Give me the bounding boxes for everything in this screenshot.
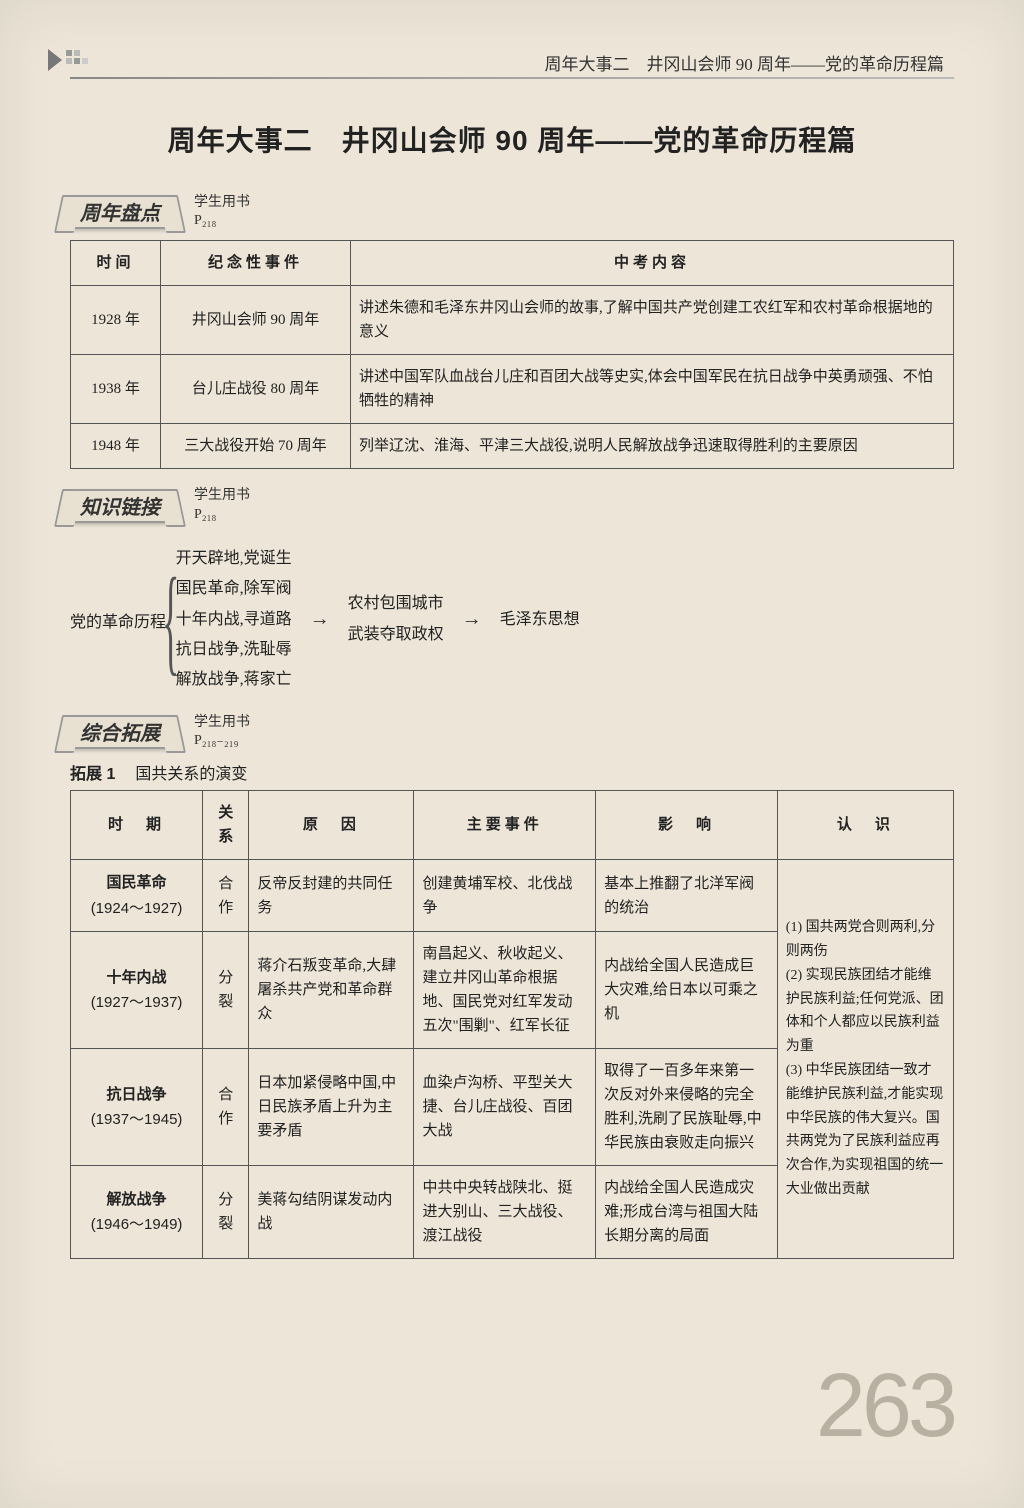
th-recog: 认 识 xyxy=(777,791,953,860)
cell: 取得了一百多年来第一次反对外来侵略的完全胜利,洗刷了民族耻辱,中华民族由衰败走向… xyxy=(596,1049,778,1166)
period-range: (1946～1949) xyxy=(91,1216,183,1233)
cell: 内战给全国人民造成灾难;形成台湾与祖国大陆长期分离的局面 xyxy=(596,1166,778,1259)
th-reason: 原 因 xyxy=(249,791,414,860)
cell: 蒋介石叛变革命,大肆屠杀共产党和革命群众 xyxy=(249,932,414,1049)
book-ref-1: 学生用书 P₂₁₈ xyxy=(194,194,250,230)
flow-mid-item: 武装夺取政权 xyxy=(348,620,444,650)
cell: 血染卢沟桥、平型关大捷、台儿庄战役、百团大战 xyxy=(414,1049,596,1166)
main-title: 周年大事二 井冈山会师 90 周年——党的革命历程篇 xyxy=(70,119,954,159)
header-rule xyxy=(70,77,954,79)
cell: 中共中央转战陕北、挺进大别山、三大战役、渡江战役 xyxy=(414,1166,596,1259)
section-head-3: 综合拓展 学生用书 P₂₁₈₋₂₁₉ xyxy=(70,714,954,750)
flow-item: 解放战争,蒋家亡 xyxy=(176,665,292,695)
cell: 井冈山会师 90 周年 xyxy=(161,286,351,355)
cell: 分裂 xyxy=(203,1166,249,1259)
flow-item: 十年内战,寻道路 xyxy=(176,605,292,635)
arrow-icon: → xyxy=(462,608,482,631)
cell: 南昌起义、秋收起义、建立井冈山革命根据地、国民党对红军发动五次"围剿"、红军长征 xyxy=(414,932,596,1049)
th-event: 主要事件 xyxy=(414,791,596,860)
cell: 列举辽沈、淮海、平津三大战役,说明人民解放战争迅速取得胜利的主要原因 xyxy=(351,424,954,469)
subhead-title: 国共关系的演变 xyxy=(135,766,247,783)
cell: 日本加紧侵略中国,中日民族矛盾上升为主要矛盾 xyxy=(249,1049,414,1166)
cell: 1928 年 xyxy=(71,286,161,355)
flow-mid-item: 农村包围城市 xyxy=(348,589,444,619)
cell-period: 解放战争 (1946～1949) xyxy=(71,1166,203,1259)
flow-item: 开天辟地,党诞生 xyxy=(176,544,292,574)
section-label-1: 周年盘点 xyxy=(80,203,160,225)
flow-list: 开天辟地,党诞生 国民革命,除军阀 十年内战,寻道路 抗日战争,洗耻辱 解放战争… xyxy=(176,544,292,696)
th-period: 时 期 xyxy=(71,791,203,860)
cell: 讲述朱德和毛泽东井冈山会师的故事,了解中国共产党创建工农红军和农村革命根据地的意… xyxy=(351,286,954,355)
arrow-icon: → xyxy=(310,608,330,631)
table-row: 国民革命 (1924～1927) 合作 反帝反封建的共同任务 创建黄埔军校、北伐… xyxy=(71,860,954,932)
cell-period: 国民革命 (1924～1927) xyxy=(71,860,203,932)
subheading-1: 拓展 1 国共关系的演变 xyxy=(70,760,954,784)
cell: 合作 xyxy=(203,860,249,932)
table-header-row: 时 期 关系 原 因 主要事件 影 响 认 识 xyxy=(71,791,954,860)
cell: 美蒋勾结阴谋发动内战 xyxy=(249,1166,414,1259)
period-name: 十年内战 xyxy=(107,969,167,986)
page: 周年大事二 井冈山会师 90 周年——党的革命历程篇 周年大事二 井冈山会师 9… xyxy=(0,0,1024,1508)
header-decoration xyxy=(48,45,98,75)
cell: 基本上推翻了北洋军阀的统治 xyxy=(596,860,778,932)
book-ref-2: 学生用书 P₂₁₈ xyxy=(194,487,250,523)
cell: 台儿庄战役 80 周年 xyxy=(161,355,351,424)
cell-period: 十年内战 (1927～1937) xyxy=(71,932,203,1049)
cell: 1938 年 xyxy=(71,355,161,424)
period-range: (1927～1937) xyxy=(91,994,183,1011)
cell: 合作 xyxy=(203,1049,249,1166)
cell: 反帝反封建的共同任务 xyxy=(249,860,414,932)
section-badge-2: 知识链接 xyxy=(70,489,170,523)
section-badge-3: 综合拓展 xyxy=(70,715,170,749)
section-head-2: 知识链接 学生用书 P₂₁₈ xyxy=(70,487,954,523)
period-range: (1937～1945) xyxy=(91,1111,183,1128)
cell: 内战给全国人民造成巨大灾难,给日本以可乘之机 xyxy=(596,932,778,1049)
cell-recognition: (1) 国共两党合则两利,分则两伤 (2) 实现民族团结才能维护民族利益;任何党… xyxy=(777,860,953,1259)
page-number: 263 xyxy=(816,1355,954,1458)
book-ref-2-text: 学生用书 xyxy=(194,488,250,503)
book-ref-3-page: P₂₁₈₋₂₁₉ xyxy=(194,733,238,748)
flow-end: 毛泽东思想 xyxy=(500,605,580,635)
cell: 三大战役开始 70 周年 xyxy=(161,424,351,469)
th-rel: 关系 xyxy=(203,791,249,860)
table-row: 1928 年 井冈山会师 90 周年 讲述朱德和毛泽东井冈山会师的故事,了解中国… xyxy=(71,286,954,355)
period-name: 抗日战争 xyxy=(107,1086,167,1103)
cell-period: 抗日战争 (1937～1945) xyxy=(71,1049,203,1166)
flow-label: 党的革命历程 xyxy=(70,608,166,632)
table-anniversaries: 时间 纪念性事件 中考内容 1928 年 井冈山会师 90 周年 讲述朱德和毛泽… xyxy=(70,240,954,469)
table-row: 1948 年 三大战役开始 70 周年 列举辽沈、淮海、平津三大战役,说明人民解… xyxy=(71,424,954,469)
th-exam: 中考内容 xyxy=(351,241,954,286)
table-row: 1938 年 台儿庄战役 80 周年 讲述中国军队血战台儿庄和百团大战等史实,体… xyxy=(71,355,954,424)
section-badge-1: 周年盘点 xyxy=(70,195,170,229)
book-ref-3-text: 学生用书 xyxy=(194,715,250,730)
period-name: 国民革命 xyxy=(107,874,167,891)
th-event: 纪念性事件 xyxy=(161,241,351,286)
cell: 讲述中国军队血战台儿庄和百团大战等史实,体会中国军民在抗日战争中英勇顽强、不怕牺… xyxy=(351,355,954,424)
flow-item: 抗日战争,洗耻辱 xyxy=(176,635,292,665)
period-range: (1924～1927) xyxy=(91,900,183,917)
section-label-2: 知识链接 xyxy=(80,497,160,519)
th-time: 时间 xyxy=(71,241,161,286)
flow-diagram: 党的革命历程 { 开天辟地,党诞生 国民革命,除军阀 十年内战,寻道路 抗日战争… xyxy=(70,544,954,696)
subhead-prefix: 拓展 1 xyxy=(70,766,115,783)
flow-item: 国民革命,除军阀 xyxy=(176,574,292,604)
period-name: 解放战争 xyxy=(107,1191,167,1208)
th-impact: 影 响 xyxy=(596,791,778,860)
cell: 创建黄埔军校、北伐战争 xyxy=(414,860,596,932)
cell: 1948 年 xyxy=(71,424,161,469)
cell: 分裂 xyxy=(203,932,249,1049)
book-ref-3: 学生用书 P₂₁₈₋₂₁₉ xyxy=(194,714,250,750)
running-head: 周年大事二 井冈山会师 90 周年——党的革命历程篇 xyxy=(70,50,954,75)
table-header-row: 时间 纪念性事件 中考内容 xyxy=(71,241,954,286)
book-ref-2-page: P₂₁₈ xyxy=(194,507,216,522)
book-ref-1-text: 学生用书 xyxy=(194,195,250,210)
brace-icon: { xyxy=(162,566,179,674)
book-ref-1-page: P₂₁₈ xyxy=(194,213,216,228)
section-label-3: 综合拓展 xyxy=(80,723,160,745)
flow-mid: 农村包围城市 武装夺取政权 xyxy=(348,589,444,650)
section-head-1: 周年盘点 学生用书 P₂₁₈ xyxy=(70,194,954,230)
table-relations: 时 期 关系 原 因 主要事件 影 响 认 识 国民革命 (1924～1927)… xyxy=(70,790,954,1259)
